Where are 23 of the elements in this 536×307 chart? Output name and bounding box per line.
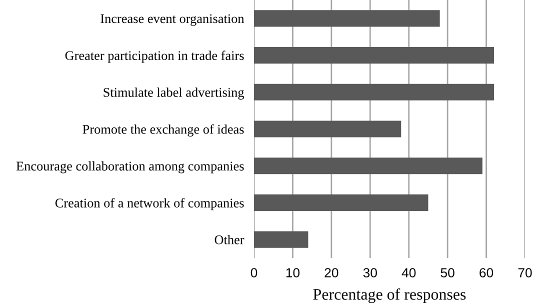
bar: [254, 194, 428, 212]
y-tick-label: Encourage collaboration among companies: [16, 161, 244, 174]
x-tick-label: 10: [286, 268, 300, 278]
x-tick-label: 40: [402, 268, 416, 278]
x-tick-label: 30: [363, 268, 377, 278]
y-tick-label: Stimulate label advertising: [104, 88, 244, 100]
y-tick-label: Creation of a network of companies: [55, 198, 244, 210]
bar: [254, 46, 494, 64]
y-tick-label: Promote the exchange of ideas: [82, 124, 244, 136]
bar: [254, 10, 440, 27]
x-axis-title: Percentage of responses: [313, 288, 466, 304]
x-tick-label: 70: [518, 268, 532, 278]
bar: [254, 231, 308, 248]
y-tick-label: Greater participation in trade fairs: [65, 50, 244, 63]
y-tick-label: Other: [214, 234, 244, 244]
bar: [254, 158, 482, 174]
bar: [254, 120, 402, 138]
x-tick-label: 20: [324, 268, 338, 278]
x-tick-label: 60: [480, 268, 494, 278]
x-tick-label: 0: [250, 268, 258, 278]
bar: [254, 84, 494, 100]
x-tick-label: 50: [440, 268, 454, 278]
y-tick-label: Increase event organisation: [100, 14, 244, 26]
